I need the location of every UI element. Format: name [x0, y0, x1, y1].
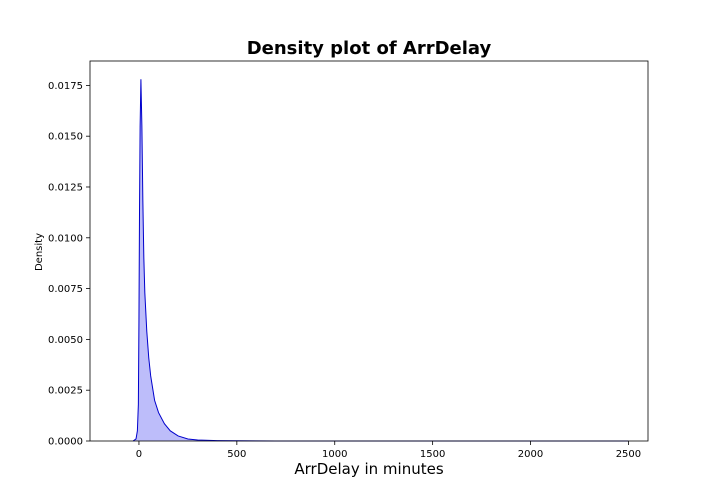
- y-tick-label: 0.0075: [48, 284, 83, 295]
- x-tick-label: 1500: [420, 449, 445, 460]
- y-tick-label: 0.0150: [48, 132, 83, 143]
- x-tick-label: 2000: [518, 449, 543, 460]
- y-tick-label: 0.0125: [48, 182, 83, 193]
- density-line: [132, 79, 629, 442]
- x-tick-label: 1000: [322, 449, 347, 460]
- y-axis-label: Density: [34, 233, 45, 271]
- plot-area: 0 500 1000 1500 2000 2500 0.0000 0.0025 0.0050 0.…: [48, 60, 649, 460]
- density-area: [133, 79, 629, 441]
- y-tick-label: 0.0100: [48, 233, 83, 244]
- y-tick-label: 0.0050: [48, 335, 83, 346]
- y-tick-label: 0.0175: [48, 81, 83, 92]
- x-tick-label: 0: [136, 449, 142, 460]
- plot-frame: [89, 60, 649, 442]
- x-axis-label: ArrDelay in minutes: [294, 460, 443, 478]
- y-tick-label: 0.0025: [48, 386, 83, 397]
- y-tick-label: 0.0000: [48, 437, 83, 448]
- x-tick-label: 2500: [616, 449, 641, 460]
- x-tick-label: 500: [227, 449, 246, 460]
- chart-title: Density plot of ArrDelay: [247, 38, 492, 59]
